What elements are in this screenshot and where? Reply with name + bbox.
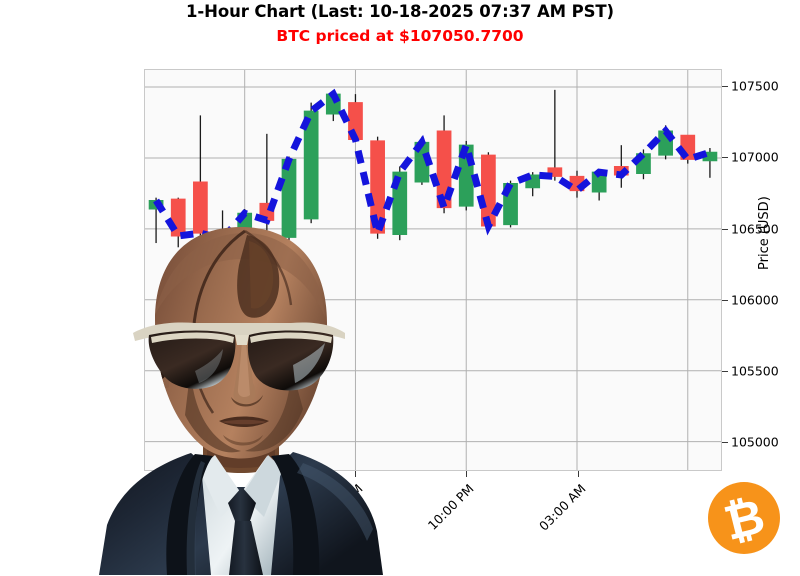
- x-axis-tick-mark: [466, 471, 468, 477]
- chart-title: 1-Hour Chart (Last: 10-18-2025 07:37 AM …: [186, 2, 614, 21]
- x-axis-tick-mark: [355, 471, 357, 477]
- y-axis-label: Price (USD): [757, 196, 772, 270]
- x-axis-tick-label: 05:00 PM: [313, 481, 366, 533]
- bitcoin-logo: ₿: [708, 482, 780, 554]
- y-axis-tick-mark: [722, 442, 728, 444]
- y-axis-tick-label: 107000: [731, 149, 779, 165]
- x-axis-tick-mark: [577, 471, 579, 477]
- y-axis-tick-label: 106000: [731, 292, 779, 308]
- x-axis-tick-label: 10:00 PM: [425, 481, 477, 533]
- chart-subtitle: BTC priced at $107050.7700: [276, 27, 524, 45]
- y-axis-tick-mark: [722, 371, 728, 373]
- y-axis-tick-label: 107500: [731, 78, 779, 94]
- plot-area: [144, 69, 722, 471]
- y-axis-tick-mark: [722, 228, 728, 230]
- y-axis-tick-mark: [722, 299, 728, 301]
- x-axis-tick-label: 03:00 AM: [535, 481, 589, 534]
- y-axis-tick-mark: [722, 86, 728, 88]
- close-price-overlay-line: [145, 70, 721, 470]
- y-axis-tick-mark: [722, 157, 728, 159]
- y-axis-tick-label: 105000: [731, 434, 779, 450]
- y-axis-tick-label: 106500: [731, 221, 779, 237]
- y-axis-tick-label: 105500: [731, 363, 779, 379]
